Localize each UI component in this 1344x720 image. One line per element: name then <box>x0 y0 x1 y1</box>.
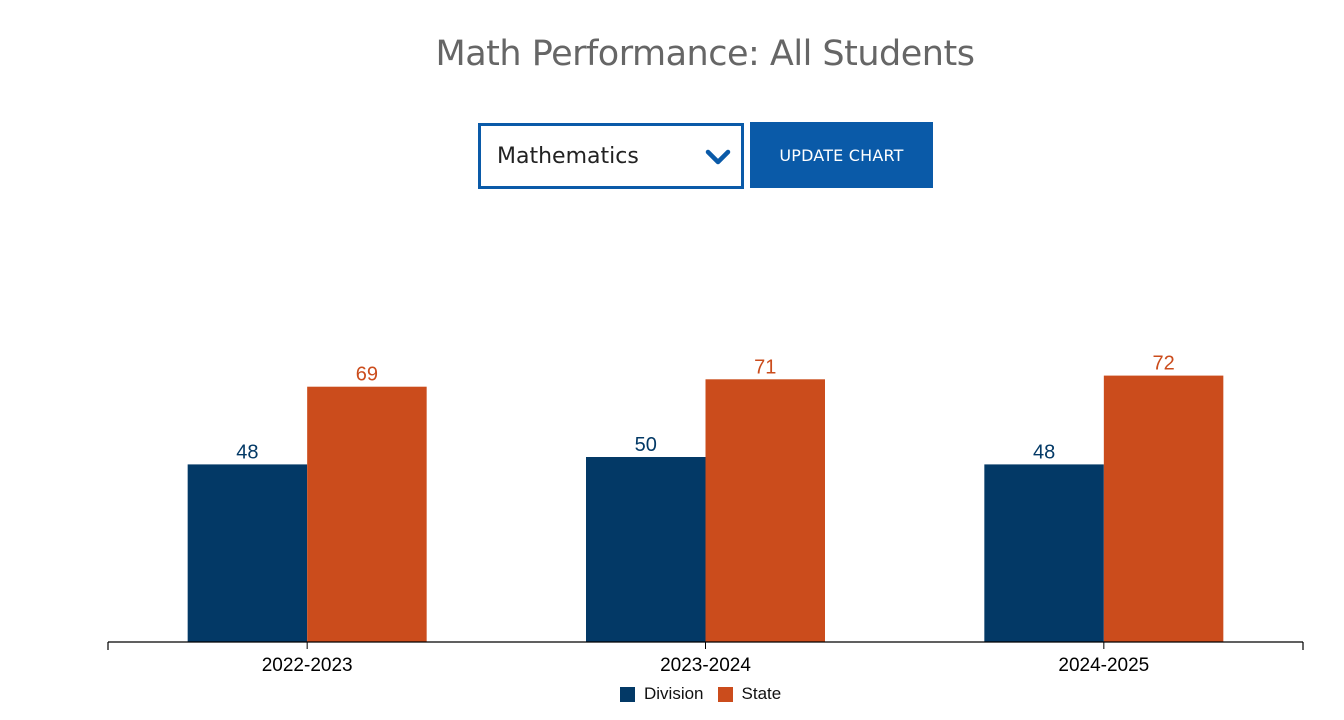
bars-layer <box>187 375 1224 642</box>
data-label-division-2024-2025: 48 <box>1033 441 1055 463</box>
x-tick-label-2023-2024: 2023-2024 <box>660 655 751 676</box>
subject-select-value: Mathematics <box>497 144 639 169</box>
legend-item-division[interactable]: Division <box>620 684 704 704</box>
legend: Division State <box>620 684 795 704</box>
page-title: Math Performance: All Students <box>435 34 975 74</box>
legend-swatch-division <box>620 686 635 702</box>
subject-select[interactable]: Mathematics <box>478 123 744 189</box>
x-axis: 2022-2023 2023-2024 2024-2025 <box>107 641 1304 676</box>
bar-division-2023-2024[interactable] <box>586 457 706 642</box>
x-tick-label-2024-2025: 2024-2025 <box>1058 655 1149 676</box>
bar-division-2022-2023[interactable] <box>187 464 308 642</box>
legend-label-division: Division <box>644 684 704 703</box>
data-label-state-2022-2023: 69 <box>356 364 378 386</box>
chevron-down-icon <box>705 149 731 165</box>
data-label-division-2022-2023: 48 <box>236 441 258 463</box>
legend-label-state: State <box>741 684 782 703</box>
data-label-division-2023-2024: 50 <box>635 434 657 456</box>
bar-state-2024-2025[interactable] <box>1103 375 1224 642</box>
legend-item-state[interactable]: State <box>717 684 782 704</box>
data-labels-layer: 48 69 50 71 48 72 <box>236 353 1174 464</box>
update-chart-button[interactable]: UPDATE CHART <box>750 122 933 188</box>
bar-division-2024-2025[interactable] <box>984 464 1104 642</box>
data-label-state-2023-2024: 71 <box>754 356 776 378</box>
bar-state-2022-2023[interactable] <box>307 386 427 642</box>
bar-state-2023-2024[interactable] <box>705 379 826 642</box>
x-tick-label-2022-2023: 2022-2023 <box>262 655 353 676</box>
legend-swatch-state <box>717 686 733 702</box>
data-label-state-2024-2025: 72 <box>1152 353 1174 375</box>
